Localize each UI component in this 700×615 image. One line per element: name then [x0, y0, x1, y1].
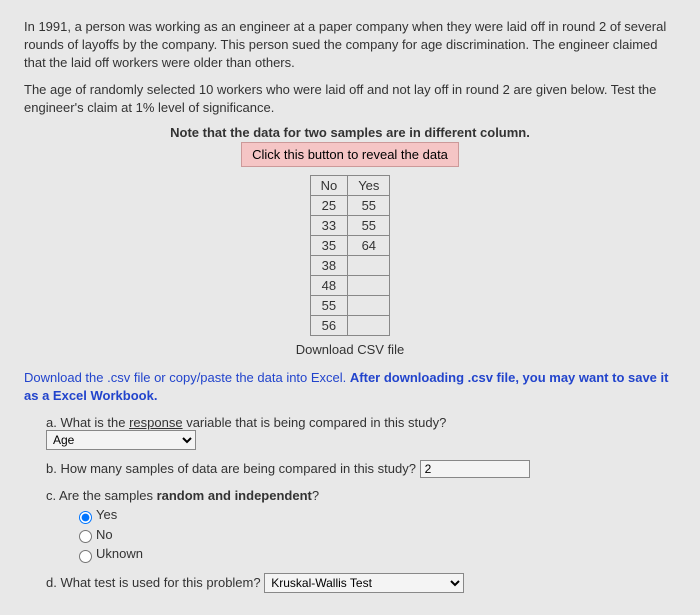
sample-count-input[interactable] [420, 460, 530, 478]
table-row: 55 [310, 295, 390, 315]
col-header-no: No [310, 175, 348, 195]
radio-unknown[interactable] [79, 550, 92, 563]
instruction-text: Download the .csv file or copy/paste the… [24, 369, 676, 405]
col-header-yes: Yes [348, 175, 390, 195]
question-c: c. Are the samples random and independen… [46, 488, 676, 503]
note-text: Note that the data for two samples are i… [24, 125, 676, 140]
radio-yes[interactable] [79, 511, 92, 524]
table-row: 3564 [310, 235, 390, 255]
intro-paragraph-2: The age of randomly selected 10 workers … [24, 81, 676, 117]
download-csv-link[interactable]: Download CSV file [24, 342, 676, 357]
test-select[interactable]: Kruskal-Wallis Test [264, 573, 464, 593]
table-row: 2555 [310, 195, 390, 215]
data-table: No Yes 2555 3355 3564 38 48 55 56 [310, 175, 391, 336]
radio-unknown-label: Uknown [96, 546, 143, 561]
reveal-data-button[interactable]: Click this button to reveal the data [241, 142, 459, 167]
table-row: 56 [310, 315, 390, 335]
table-row: 48 [310, 275, 390, 295]
intro-paragraph-1: In 1991, a person was working as an engi… [24, 18, 676, 73]
question-d: d. What test is used for this problem? K… [46, 573, 676, 593]
radio-yes-label: Yes [96, 507, 117, 522]
response-variable-select[interactable]: Age [46, 430, 196, 450]
radio-no-label: No [96, 527, 113, 542]
table-row: 38 [310, 255, 390, 275]
question-container: In 1991, a person was working as an engi… [0, 0, 700, 615]
radio-group-c: Yes No Uknown [74, 507, 676, 563]
instruction-pre: Download the .csv file or copy/paste the… [24, 370, 350, 385]
question-b: b. How many samples of data are being co… [46, 460, 676, 478]
radio-no[interactable] [79, 530, 92, 543]
question-a: a. What is the response variable that is… [46, 415, 676, 450]
table-header-row: No Yes [310, 175, 390, 195]
table-row: 3355 [310, 215, 390, 235]
